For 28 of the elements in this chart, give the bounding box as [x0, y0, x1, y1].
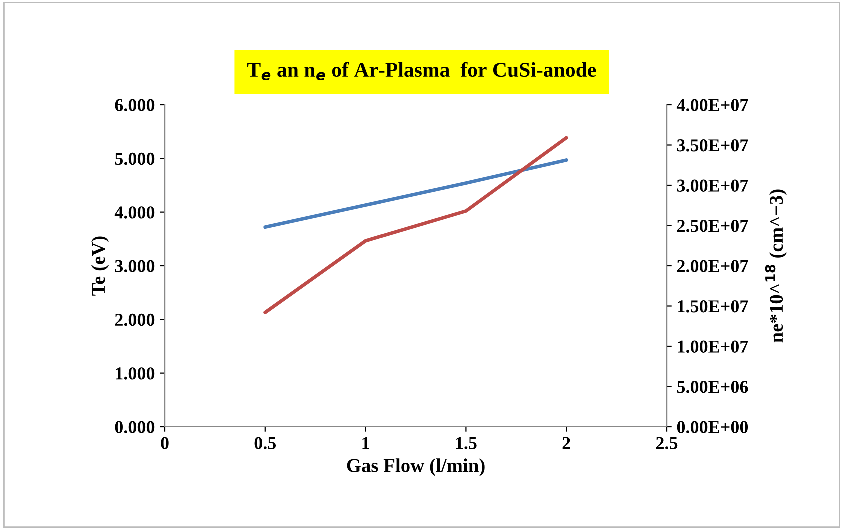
y2-tick-label: 3.00E+07: [677, 180, 748, 192]
y-tick-label: 6.000: [115, 99, 155, 112]
chart-title: T$_{e}$ an n$_{e}$ of Ar-Plasma for CuSi-anode: [248, 62, 596, 81]
y2-tick-label: 1.50E+07: [678, 300, 748, 313]
y-tick-label: 5.000: [115, 152, 155, 166]
x-tick-label: 0: [161, 437, 169, 450]
x-axis-title: Gas Flow (l/min): [347, 458, 485, 476]
x-tick-label: 1: [362, 437, 370, 450]
y2-tick-label: 3.50E+07: [677, 140, 748, 152]
y2-axis-title: ne*10^$^{18}$ (cm^−3): [765, 190, 788, 343]
y2-tick-label: 4.00E+07: [676, 99, 748, 112]
y-tick-label: 3.000: [115, 260, 155, 273]
y2-tick-label: 0.00E+00: [677, 421, 748, 434]
y2-tick-label: 5.00E+06: [677, 381, 748, 394]
y-tick-label: 4.000: [114, 206, 155, 219]
x-tick-label: 1.5: [456, 437, 477, 450]
x-tick-label: 2.5: [656, 437, 678, 450]
line-series: [264, 158, 568, 230]
y-tick-label: 1.000: [116, 368, 155, 380]
y-tick-label: 2.000: [115, 314, 155, 326]
y-tick-label: 0.000: [115, 421, 155, 434]
y2-tick-label: 2.00E+07: [677, 260, 748, 273]
y2-tick-label: 1.00E+07: [678, 340, 748, 354]
line-series: [264, 136, 568, 314]
y-axis-title: Te (eV): [91, 236, 110, 296]
y2-tick-label: 2.50E+07: [677, 220, 748, 232]
x-tick-label: 0.5: [254, 437, 276, 450]
x-tick-label: 2: [562, 437, 570, 450]
